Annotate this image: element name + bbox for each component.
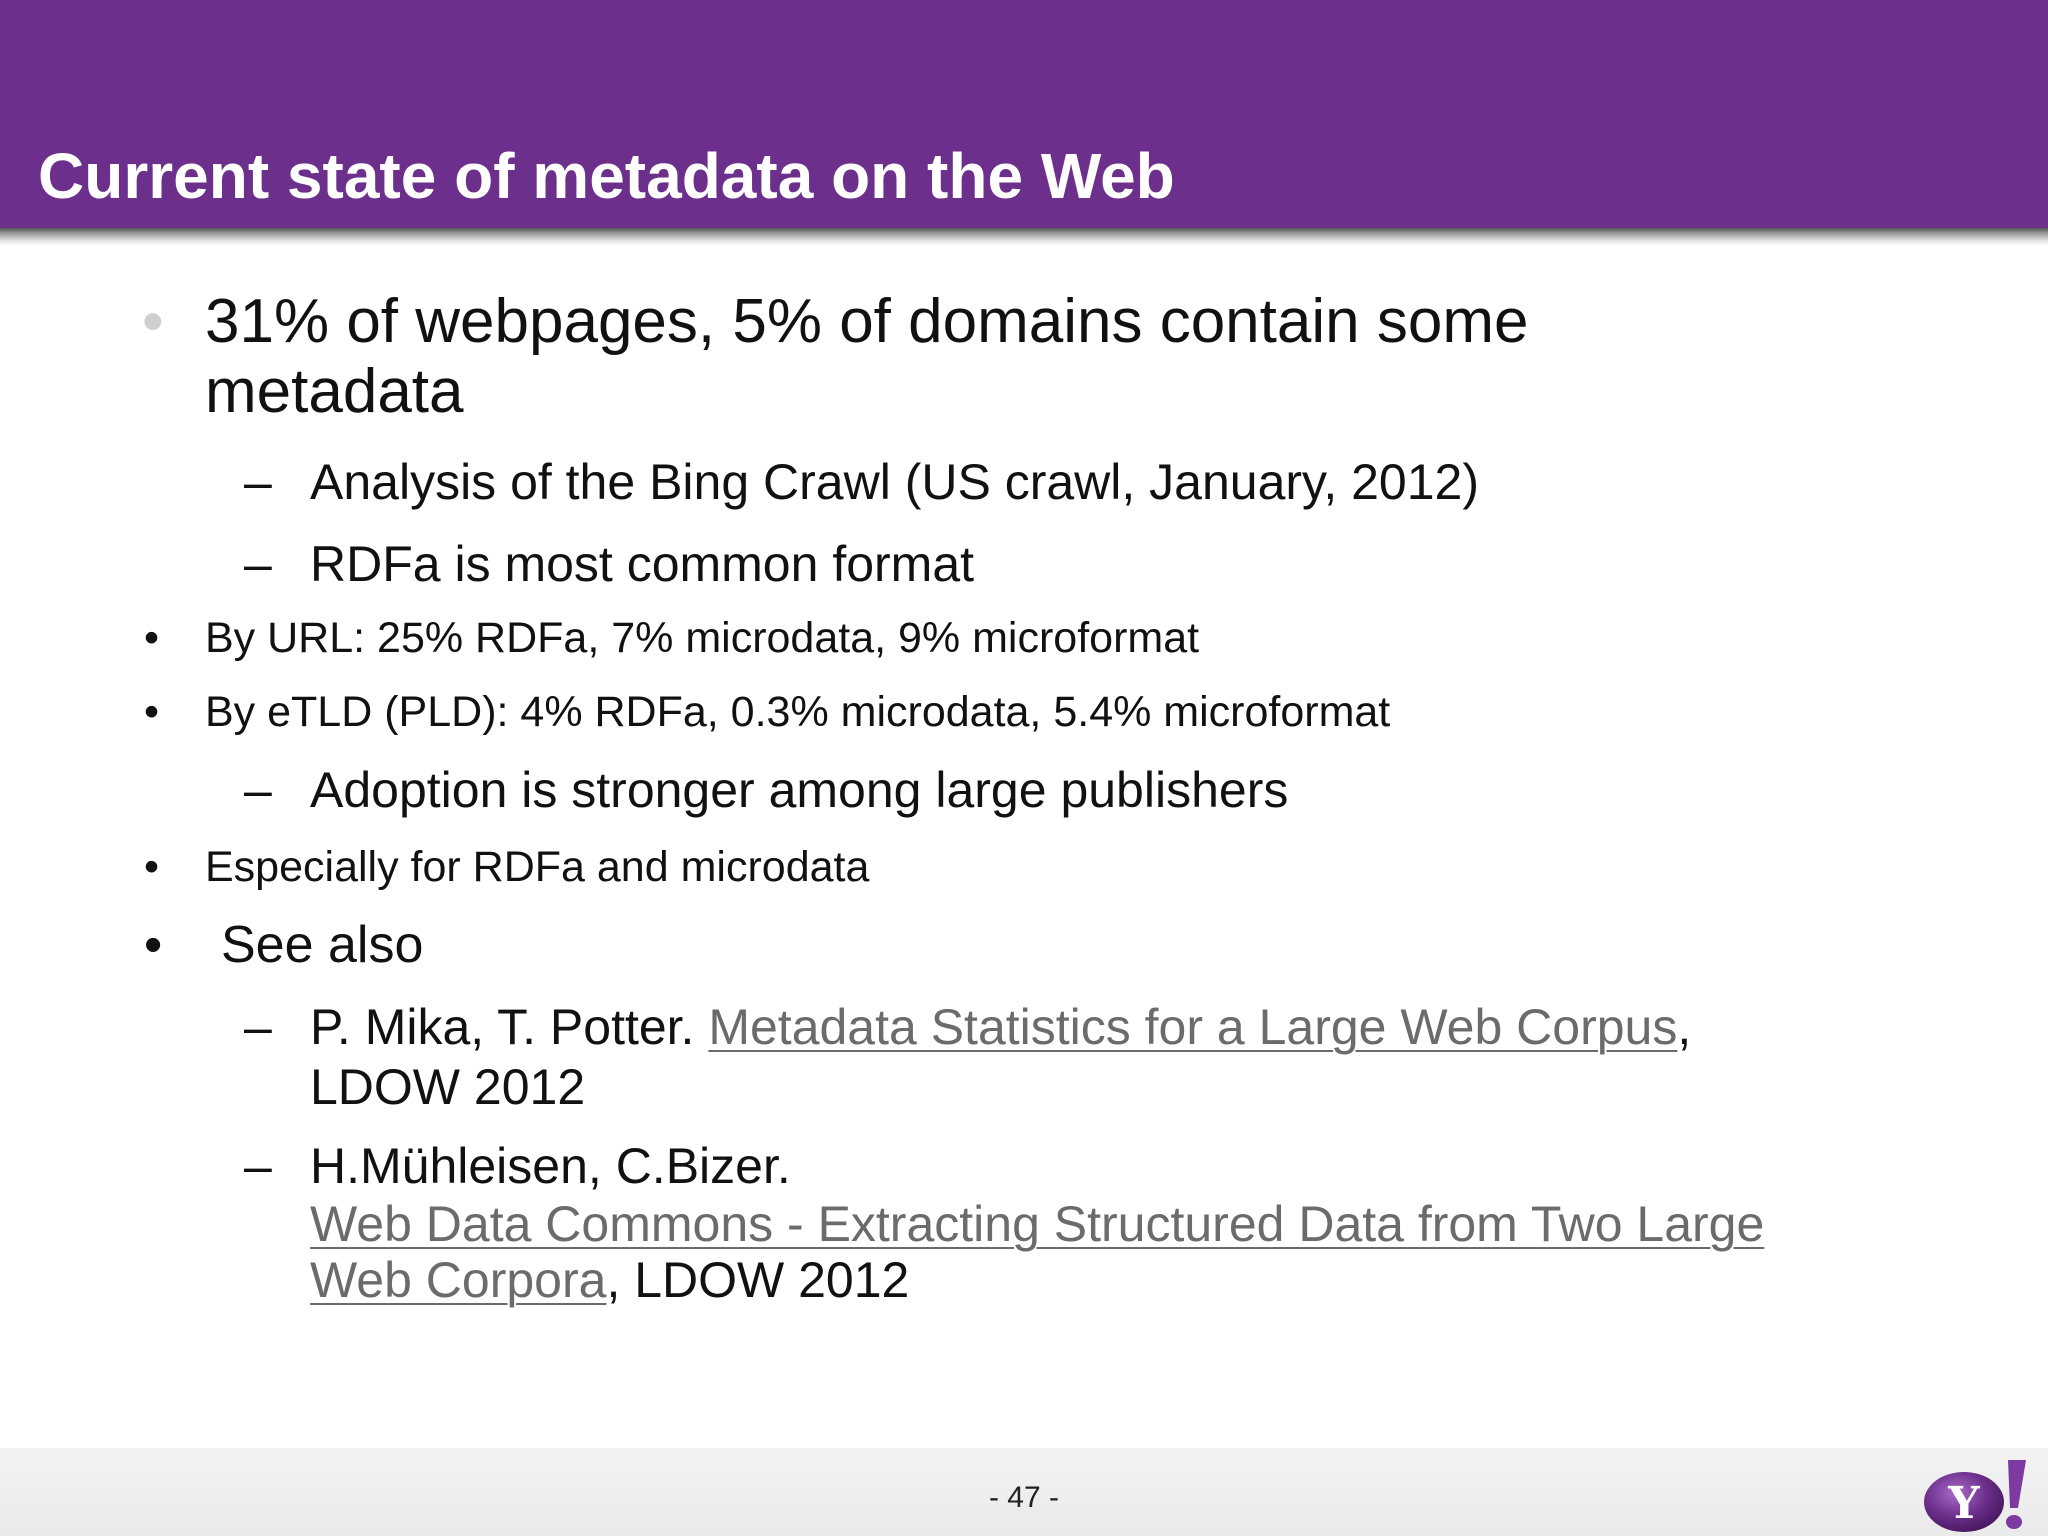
- page-number: - 47 -: [988, 1481, 1060, 1514]
- bullet-marker: •: [142, 287, 164, 356]
- sub-bullet-text: RDFa is most common format: [310, 536, 975, 592]
- reference-link[interactable]: Web Data Commons - Extracting Structured…: [310, 1196, 1765, 1252]
- reference-line: Web Corpora, LDOW 2012: [310, 1252, 1764, 1308]
- bullet-text: 31% of webpages, 5% of domains contain s…: [205, 287, 1528, 427]
- dash-marker: –: [244, 999, 272, 1055]
- bullet-text: By URL: 25% RDFa, 7% microdata, 9% micro…: [205, 614, 1200, 662]
- bullet-marker: •: [144, 843, 160, 891]
- reference-link[interactable]: Web Corpora: [310, 1252, 607, 1308]
- bullet-marker: •: [144, 614, 160, 662]
- dash-marker: –: [244, 762, 272, 818]
- reference-authors: H.Mühleisen, C.Bizer.: [310, 1138, 791, 1194]
- reference-line: Web Data Commons - Extracting Structured…: [310, 1196, 1764, 1252]
- reference-punctuation: ,: [1677, 999, 1692, 1055]
- reference-item: P. Mika, T. Potter. Metadata Statistics …: [310, 997, 1691, 1117]
- bullet-line: metadata: [205, 357, 464, 426]
- svg-text:Y: Y: [1947, 1478, 1980, 1529]
- bullet-marker: •: [144, 688, 160, 736]
- bullet-text: Especially for RDFa and microdata: [205, 843, 870, 891]
- reference-line: P. Mika, T. Potter. Metadata Statistics …: [310, 997, 1691, 1057]
- reference-authors: P. Mika, T. Potter.: [310, 999, 709, 1055]
- sub-bullet-text: Adoption is stronger among large publish…: [310, 762, 1289, 818]
- bullet-line: 31% of webpages, 5% of domains contain s…: [205, 287, 1529, 356]
- reference-link[interactable]: Metadata Statistics for a Large Web Corp…: [708, 999, 1678, 1055]
- reference-venue: , LDOW 2012: [606, 1252, 910, 1308]
- sub-bullet-text: Analysis of the Bing Crawl (US crawl, Ja…: [310, 454, 1479, 510]
- dash-marker: –: [244, 454, 272, 510]
- yahoo-logo-icon: Y: [1924, 1460, 2026, 1532]
- title-bar-shadow: [0, 228, 2048, 246]
- title-bar: [0, 0, 2048, 228]
- footer-bar: [0, 1448, 2048, 1536]
- slide-title: Current state of metadata on the Web: [38, 140, 1175, 212]
- bullet-text: By eTLD (PLD): 4% RDFa, 0.3% microdata, …: [205, 688, 1391, 736]
- bullet-text: See also: [221, 916, 424, 974]
- reference-venue: LDOW 2012: [310, 1059, 586, 1115]
- bullet-marker: •: [144, 916, 163, 974]
- dash-marker: –: [244, 1138, 272, 1194]
- dash-marker: –: [244, 536, 272, 592]
- reference-item: H.Mühleisen, C.Bizer. Web Data Commons -…: [310, 1136, 1764, 1308]
